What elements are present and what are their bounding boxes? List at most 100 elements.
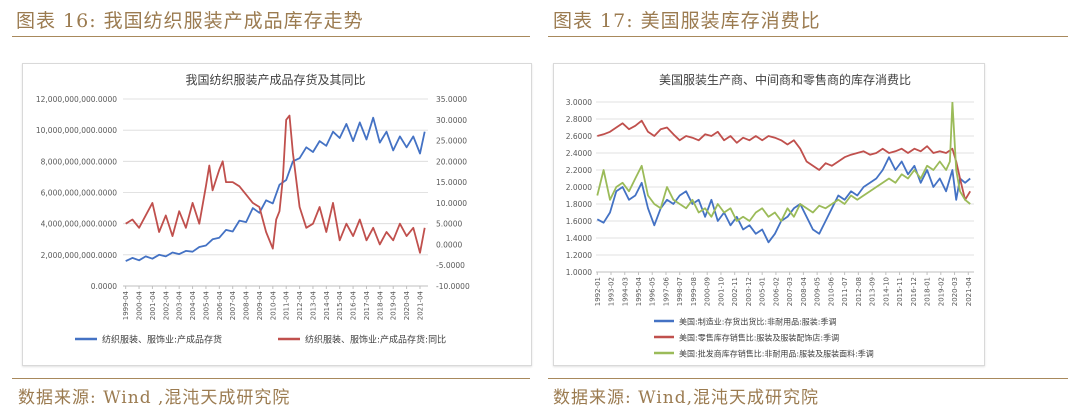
chart-16-x-tick: 2015-04 (336, 290, 344, 320)
figure-16-source-rule (12, 378, 530, 379)
chart-16-y-right-tick: 25.0000 (436, 137, 467, 146)
chart-17-x-tick: 2020-03 (951, 277, 959, 306)
chart-16-y-left-tick: 12,000,000,000.0000 (36, 95, 117, 104)
chart-17-x-tick: 2008-04 (800, 276, 808, 306)
chart-17-x-tick: 2010-06 (827, 276, 835, 306)
chart-16-y-left-tick: 4,000,000,000.0000 (41, 220, 118, 229)
chart-16-y-right-tick: -5.0000 (436, 261, 465, 270)
chart-17-x-tick: 2014-10 (882, 277, 890, 306)
chart-17-x-tick: 2016-12 (910, 277, 918, 306)
chart-17-x-tick: 2012-08 (855, 277, 863, 306)
chart-17-x-tick: 2021-04 (965, 276, 973, 306)
chart-17-x-tick: 1994-03 (621, 277, 629, 306)
chart-17-series-line (596, 102, 971, 222)
chart-16-x-tick: 2020-04 (403, 290, 411, 320)
chart-16-x-tick: 2009-04 (256, 290, 264, 320)
chart-17-y-tick: 2.2000 (566, 166, 592, 175)
chart-16-x-tick: 2013-04 (309, 290, 317, 320)
chart-16-y-right-tick: 5.0000 (436, 220, 462, 229)
figure-17-title-rule (548, 36, 1068, 37)
chart-17-y-tick: 2.6000 (566, 132, 592, 141)
chart-16-series-line (125, 116, 426, 262)
chart-17-svg: 美国服装生产商、中间商和零售商的库存消费比 1.0000 1.2000 1.4000 1… (566, 72, 974, 359)
chart-16-y-right-tick: 20.0000 (436, 157, 467, 166)
chart-16-y-left-tick: 6,000,000,000.0000 (41, 189, 118, 198)
chart-16-y-left-tick: 10,000,000,000.0000 (36, 126, 117, 135)
chart-17-x-tick: 1993-02 (608, 277, 616, 306)
chart-16-x-tick: 2016-04 (350, 290, 358, 320)
chart-16-x-tick: 2014-04 (323, 290, 331, 320)
chart-17-series-line (597, 119, 971, 201)
chart-17-x-tick: 1996-05 (649, 277, 657, 306)
chart-17-y-tick: 1.4000 (566, 234, 592, 243)
chart-16-x-tick: 2004-04 (189, 290, 197, 320)
chart-17-x-tick: 2011-07 (841, 277, 849, 306)
chart-16-x-tick: 2011-04 (283, 290, 291, 320)
chart-16-legend-label: 纺织服装、服饰业:产成品存货 (102, 334, 222, 346)
chart-16-x-tick: 2000-04 (136, 290, 144, 320)
chart-16-title: 我国纺织服装产成品存货及其同比 (185, 72, 365, 87)
chart-17-y-tick: 3.0000 (566, 98, 592, 107)
chart-16-x-tick: 2018-04 (376, 290, 384, 320)
chart-16-x-tick: 1999-04 (122, 290, 130, 320)
chart-17-panel: 美国服装生产商、中间商和零售商的库存消费比 1.0000 1.2000 1.4000 1… (553, 63, 985, 366)
figure-17-source-rule (548, 378, 1068, 379)
chart-16-x-tick: 2010-04 (269, 290, 277, 320)
chart-17-x-tick: 2003-12 (745, 277, 753, 306)
chart-16-x-tick: 2008-04 (243, 290, 251, 320)
chart-17-x-tick: 2015-11 (896, 277, 904, 306)
chart-16-x-tick: 2003-04 (176, 290, 184, 320)
chart-17-x-tick: 2007-03 (786, 277, 794, 306)
figure-16-title: 图表 16: 我国纺织服装产成品库存走势 (16, 6, 364, 33)
chart-17-legend-label: 美国:零售库存销售比:服装及服装配饰店:季调 (679, 333, 839, 343)
figure-16-title-rule (12, 36, 530, 37)
figure-17-title: 图表 17: 美国服装库存消费比 (553, 6, 821, 33)
figure-17-source: 数据来源: Wind,混沌天成研究院 (553, 388, 819, 408)
chart-17-x-tick: 2006-02 (772, 277, 780, 306)
chart-16-x-tick: 2001-04 (149, 290, 157, 320)
figure-17-title-text: 美国服装库存消费比 (640, 10, 821, 32)
chart-17-y-tick: 2.4000 (566, 149, 592, 158)
chart-17-legend-label: 美国:批发商库存销售比:非耐用品:服装及服装面料:季调 (679, 349, 874, 359)
chart-16-svg: 我国纺织服装产成品存货及其同比 0.0000 2,000,000,000.0000 4… (36, 72, 470, 346)
chart-16-y-right-tick: 35.0000 (436, 95, 467, 104)
chart-17-y-tick: 2.8000 (566, 115, 592, 124)
chart-17-x-tick: 2018-01 (924, 277, 932, 306)
chart-16-x-tick: 2012-04 (296, 290, 304, 320)
chart-16-y-left-tick: 0.0000 (91, 282, 117, 291)
chart-16-x-tick: 2019-04 (390, 290, 398, 320)
figure-16-label: 图表 16: (16, 10, 97, 32)
figure-16-title-text: 我国纺织服装产成品库存走势 (103, 10, 364, 32)
chart-16-y-right-tick: 15.0000 (436, 178, 467, 187)
chart-16-y-right-tick: -10.0000 (436, 282, 470, 291)
chart-16-x-tick: 2017-04 (363, 290, 371, 320)
chart-17-y-tick: 1.8000 (566, 200, 592, 209)
chart-17-x-tick: 1992-01 (594, 277, 602, 306)
chart-17-x-tick: 2002-11 (731, 277, 739, 306)
figure-16-source: 数据来源: Wind ,混沌天成研究院 (18, 388, 291, 408)
figure-17-label: 图表 17: (553, 10, 634, 32)
chart-17-x-tick: 2019-02 (937, 277, 945, 306)
chart-16-y-left-tick: 8,000,000,000.0000 (41, 157, 118, 166)
chart-17-x-tick: 1995-04 (635, 276, 643, 306)
chart-17-x-tick: 1997-06 (662, 276, 670, 306)
chart-16-y-right-tick: 30.0000 (436, 116, 467, 125)
chart-17-x-tick: 2009-05 (814, 277, 822, 306)
chart-16-panel: 我国纺织服装产成品存货及其同比 0.0000 2,000,000,000.0000 4… (22, 63, 532, 366)
chart-16-series-line (125, 114, 426, 254)
chart-16-x-tick: 2007-04 (229, 290, 237, 320)
chart-17-x-tick: 2005-01 (759, 277, 767, 306)
chart-17-title: 美国服装生产商、中间商和零售商的库存消费比 (659, 72, 911, 87)
chart-16-y-right-tick: 10.0000 (436, 199, 467, 208)
chart-16-x-tick: 2006-04 (216, 290, 224, 320)
chart-17-x-tick: 1998-07 (676, 277, 684, 306)
chart-17-y-tick: 2.0000 (566, 183, 592, 192)
chart-16-x-tick: 2005-04 (202, 290, 210, 320)
chart-17-y-tick: 1.0000 (566, 268, 592, 277)
chart-17-legend-label: 美国:制造业:存货出货比:非耐用品:服装:季调 (679, 317, 836, 327)
chart-16-legend-label: 纺织服装、服饰业:产成品存货:同比 (305, 334, 446, 346)
chart-16-x-tick: 2021-04 (416, 290, 424, 320)
chart-17-y-tick: 1.2000 (566, 251, 592, 260)
chart-16-y-right-tick: 0.0000 (436, 240, 462, 249)
chart-17-y-tick: 1.6000 (566, 217, 592, 226)
